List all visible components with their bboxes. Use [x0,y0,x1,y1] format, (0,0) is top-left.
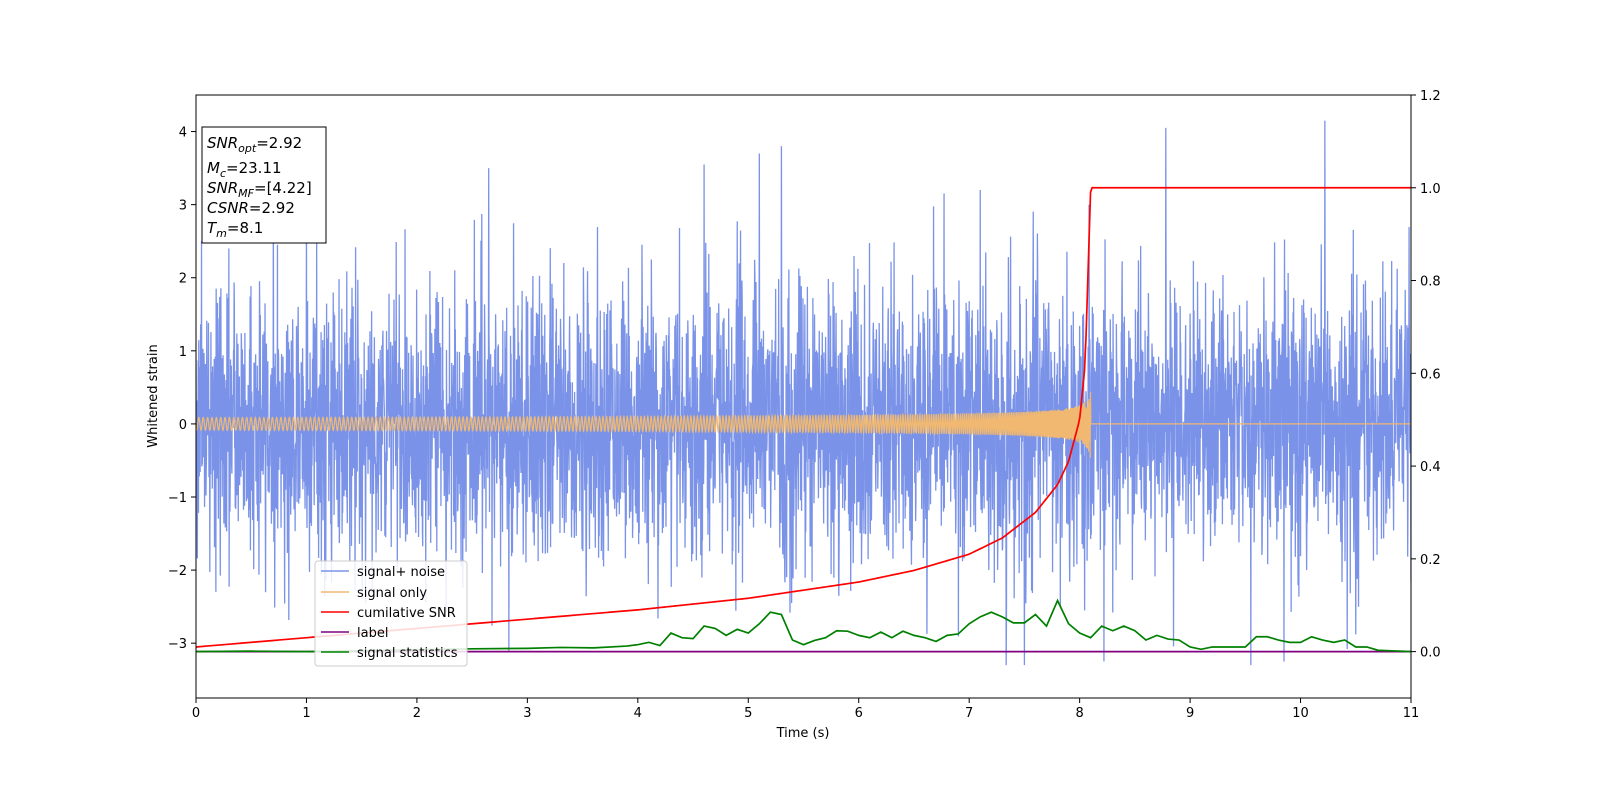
y2-tick-label: 0.4 [1420,460,1441,475]
annotation-snr-mf: SNRMF=[4.22] [207,179,312,200]
svg-text:signal+ noise: signal+ noise [357,565,445,580]
annotation-snr-opt: SNRopt=2.92 [207,134,302,155]
legend-item-label: label [321,626,388,641]
y2-tick-label: 0.0 [1420,646,1441,661]
y-axis: −3 −2 −1 0 1 2 3 4 [168,126,196,652]
plot-frame [195,94,1412,699]
annotation-mc: Mc=23.11 [207,159,282,180]
y-tick-label: −3 [168,637,187,652]
legend-item-signal-statistics: signal statistics [321,646,458,661]
svg-text:cumilative SNR: cumilative SNR [357,606,456,621]
y-axis-label: Whitened strain [146,344,161,447]
y-tick-label: 1 [179,345,187,360]
svg-text:label: label [357,626,388,641]
x-tick-label: 11 [1403,706,1420,721]
annotation-box: SNRopt=2.92 Mc=23.11 SNRMF=[4.22] CSNR=2… [201,126,327,244]
series-signal-only [196,391,1411,458]
series-signal-noise [196,120,1411,666]
y2-tick-label: 0.2 [1420,553,1441,568]
y-tick-label: 4 [179,126,187,141]
y-tick-label: 2 [179,272,187,287]
legend-item-cumulative-snr: cumilative SNR [321,606,456,621]
legend: signal+ noise signal only cumilative SNR… [314,560,468,667]
x-tick-label: 8 [1075,706,1083,721]
y-tick-label: −2 [168,564,187,579]
y-tick-label: 0 [179,418,187,433]
x-tick-label: 6 [855,706,863,721]
annotation-csnr: CSNR=2.92 [207,199,295,217]
x-tick-label: 4 [634,706,642,721]
x-axis: 0 1 2 3 4 5 6 7 8 9 10 11 [192,698,1419,721]
x-axis-label: Time (s) [776,726,830,741]
x-tick-label: 9 [1186,706,1194,721]
x-tick-label: 2 [413,706,421,721]
x-tick-label: 1 [302,706,310,721]
x-tick-label: 0 [192,706,200,721]
series-signal-statistics [196,598,1411,653]
annotation-tm: Tm=8.1 [207,219,263,240]
y2-axis: 0.0 0.2 0.4 0.6 0.8 1.0 1.2 [1411,89,1441,661]
legend-item-signal-only: signal only [321,586,427,601]
y2-tick-label: 1.2 [1420,89,1441,104]
y2-tick-label: 0.6 [1420,367,1441,382]
svg-text:signal only: signal only [357,586,427,601]
x-tick-label: 3 [523,706,531,721]
y2-tick-label: 1.0 [1420,182,1441,197]
x-tick-label: 7 [965,706,973,721]
svg-text:signal statistics: signal statistics [357,646,458,661]
x-tick-label: 5 [744,706,752,721]
y2-tick-label: 0.8 [1420,275,1441,290]
y-tick-label: 3 [179,199,187,214]
x-tick-label: 10 [1292,706,1309,721]
y-tick-label: −1 [168,491,187,506]
legend-item-signal-noise: signal+ noise [321,565,445,580]
